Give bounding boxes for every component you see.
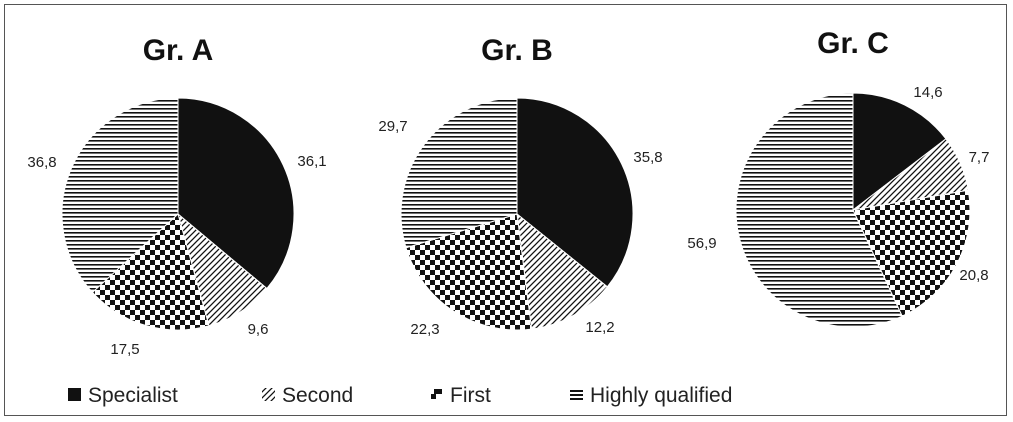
slice-gr-c-highly-qualified [735, 92, 903, 328]
slice-gr-b-specialist [516, 97, 634, 288]
data-label-gr-b-first: 22,3 [410, 321, 439, 338]
slice-gr-a-first [91, 213, 210, 331]
legend-label-specialist: Specialist [88, 384, 178, 407]
data-label-gr-a-first: 17,5 [110, 341, 139, 358]
legend: Specialist Second First Highly qualified [68, 384, 732, 407]
legend-swatch-highly-qualified [570, 390, 583, 400]
slice-gr-c-specialist [852, 92, 947, 212]
data-label-gr-a-specialist: 36,1 [297, 153, 326, 170]
legend-item-highly-qualified: Highly qualified [570, 384, 732, 407]
slice-gr-a-highly-qualified [61, 97, 179, 294]
chart-title-gr-b: Gr. B [481, 34, 553, 67]
data-label-gr-c-highly-qualified: 56,9 [687, 235, 716, 252]
legend-label-highly-qualified: Highly qualified [590, 384, 732, 407]
figure-frame [4, 4, 1007, 416]
legend-item-specialist: Specialist [68, 384, 178, 407]
chart-title-gr-c: Gr. C [817, 27, 889, 60]
data-label-gr-b-second: 12,2 [585, 319, 614, 336]
slice-gr-b-first [405, 213, 533, 331]
data-label-gr-c-specialist: 14,6 [913, 84, 942, 101]
data-label-gr-a-second: 9,6 [248, 321, 269, 338]
legend-item-second: Second [262, 384, 353, 407]
data-label-gr-b-highly-qualified: 29,7 [378, 118, 407, 135]
data-label-gr-c-first: 20,8 [959, 267, 988, 284]
legend-swatch-second [262, 388, 275, 401]
legend-item-first: First [431, 384, 491, 407]
slice-gr-b-second [516, 212, 609, 330]
slice-gr-c-first [852, 189, 971, 317]
legend-swatch-first [431, 389, 442, 399]
data-label-gr-a-highly-qualified: 36,8 [27, 154, 56, 171]
slice-gr-b-highly-qualified [400, 97, 518, 249]
chart-title-gr-a: Gr. A [143, 34, 214, 67]
slice-gr-a-specialist [177, 97, 295, 290]
legend-label-first: First [450, 384, 491, 407]
legend-label-second: Second [282, 384, 353, 407]
legend-swatch-specialist [68, 388, 81, 401]
pie-gr-a: 36,1 9,6 17,5 36,8 Gr. A [27, 34, 326, 358]
data-label-gr-b-specialist: 35,8 [633, 149, 662, 166]
data-label-gr-c-second: 7,7 [969, 149, 990, 166]
pie-gr-b: 35,8 12,2 22,3 29,7 Gr. B [378, 34, 662, 338]
pie-gr-c: 14,6 7,7 20,8 56,9 Gr. C [687, 27, 990, 328]
